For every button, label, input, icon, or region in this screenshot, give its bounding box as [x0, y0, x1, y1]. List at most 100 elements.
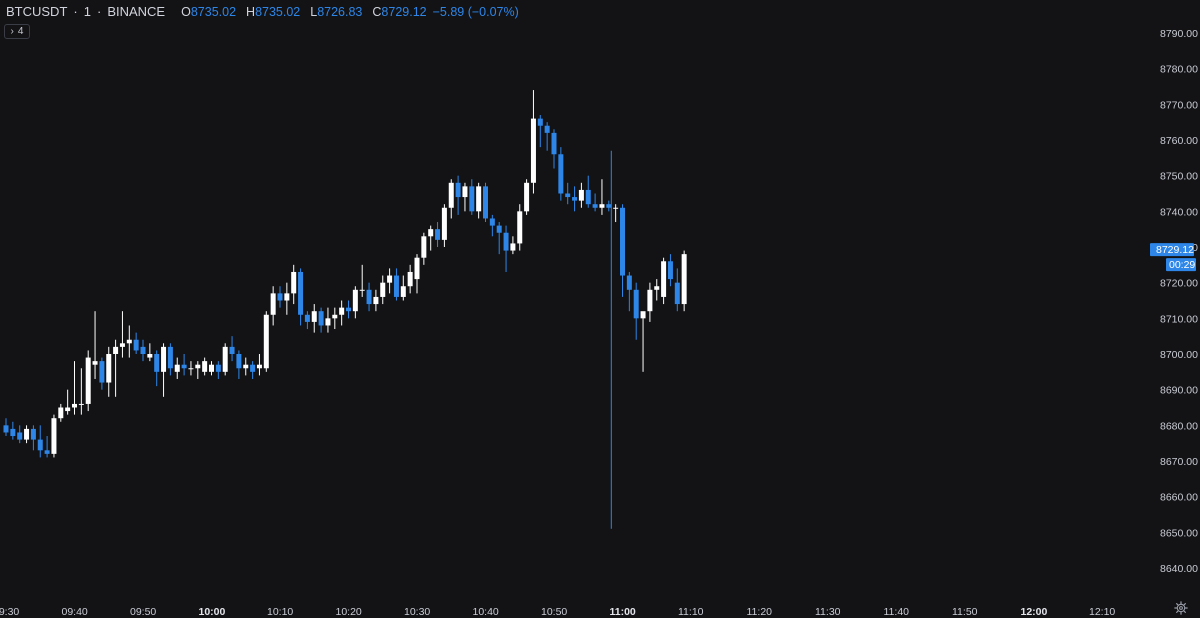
candle: [565, 182, 571, 205]
candle-body: [661, 261, 667, 297]
candle: [455, 175, 461, 215]
candle-body: [51, 418, 57, 454]
high-key: H: [246, 4, 256, 19]
candle: [291, 264, 297, 305]
candle: [277, 286, 283, 308]
candle: [30, 425, 36, 451]
candle-body: [530, 118, 536, 183]
candle: [640, 311, 646, 372]
price-axis-label: 8640.00: [1160, 563, 1198, 575]
candle-body: [503, 232, 509, 251]
candle-body: [517, 211, 523, 244]
chevron-right-icon: ›: [10, 26, 14, 37]
candle: [243, 357, 249, 376]
legend-separator: ·: [73, 4, 78, 19]
candle-body: [65, 407, 71, 412]
price-axis-label: 8670.00: [1160, 456, 1198, 468]
candle-body: [17, 432, 23, 440]
candle-body: [332, 314, 338, 319]
interval-label[interactable]: 1: [83, 4, 91, 19]
candle: [407, 264, 413, 294]
price-axis-label: 8690.00: [1160, 385, 1198, 397]
candle: [44, 436, 50, 458]
candle: [681, 250, 687, 312]
candle-body: [133, 339, 139, 351]
candle: [448, 179, 454, 219]
candle-body: [647, 289, 653, 312]
candle-body: [236, 354, 242, 369]
symbol-name[interactable]: BTCUSDT: [6, 4, 68, 19]
price-axis[interactable]: 8640.00 8650.00 8660.00 8670.00 8680.00 8690.…: [1160, 28, 1198, 575]
low-value: 8726.83: [317, 4, 363, 19]
candle-body: [325, 318, 331, 326]
time-axis-label: 09:40: [62, 606, 88, 618]
candle: [256, 354, 262, 376]
candle: [161, 343, 167, 397]
candle: [530, 90, 536, 194]
candle-body: [346, 307, 351, 312]
candle-body: [318, 311, 324, 326]
candle-body: [599, 204, 605, 208]
exchange-label: BINANCE: [107, 4, 166, 19]
candle-body: [10, 428, 16, 437]
candle-body: [578, 189, 584, 201]
candle: [119, 311, 125, 358]
indicators-toggle-button[interactable]: › 4: [4, 24, 30, 39]
gear-icon[interactable]: [1174, 601, 1188, 615]
high-value: 8735.02: [255, 4, 301, 19]
candle-body: [489, 218, 495, 226]
candle-body: [284, 293, 290, 301]
candle: [229, 336, 235, 362]
candle-body: [373, 296, 379, 305]
price-axis-label: 8750.00: [1160, 171, 1198, 183]
time-axis[interactable]: 09:30 09:40 09:50 10:00 10:10 10:20 10:30 10:40…: [0, 606, 1115, 618]
last-price-box: [1150, 243, 1194, 257]
candle-body: [209, 364, 214, 372]
candle: [414, 254, 420, 294]
candle-body: [359, 289, 365, 291]
candle-body: [311, 311, 317, 322]
candle: [572, 186, 578, 212]
price-axis-label: 8720.00: [1160, 278, 1198, 290]
candle: [489, 214, 495, 237]
candle-body: [140, 346, 146, 354]
candle-body: [585, 189, 591, 205]
candle: [24, 425, 30, 444]
candle: [462, 182, 468, 212]
candle: [209, 361, 214, 376]
candle-body: [407, 271, 413, 287]
time-axis-label: 11:30: [815, 606, 841, 618]
candle: [359, 264, 365, 297]
candle: [578, 182, 584, 208]
time-axis-label: 11:40: [884, 606, 910, 618]
time-axis-label: 12:10: [1089, 606, 1115, 618]
candle-body: [592, 204, 598, 208]
candle-body: [524, 182, 530, 212]
candle: [72, 361, 77, 415]
candle-body: [277, 293, 283, 301]
candle-body: [441, 207, 447, 240]
candle-body: [229, 346, 235, 354]
candle: [373, 289, 379, 312]
candle-body: [72, 403, 77, 408]
candle-body: [92, 361, 98, 365]
candle: [318, 307, 324, 333]
time-axis-label: 10:00: [199, 606, 226, 618]
candle-body: [366, 289, 372, 305]
candle: [298, 268, 304, 326]
candle-body: [626, 275, 632, 290]
candle-body: [674, 282, 680, 305]
candle: [195, 361, 201, 379]
candle: [65, 389, 71, 415]
candle: [325, 307, 331, 333]
candle: [441, 204, 447, 247]
candle-body: [380, 282, 386, 297]
countdown-box: [1166, 258, 1196, 272]
time-axis-label: 11:00: [610, 606, 636, 618]
candle-body: [181, 364, 187, 369]
candle-body: [3, 425, 9, 433]
candle: [524, 179, 530, 215]
candle-body: [352, 289, 358, 312]
